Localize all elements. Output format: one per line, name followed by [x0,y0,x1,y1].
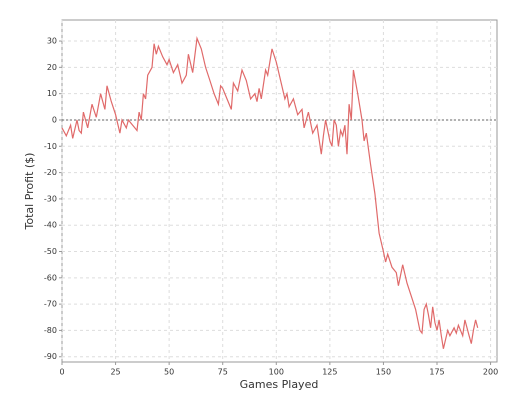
y-tick-label: -40 [44,221,57,230]
y-axis-title: Total Profit ($) [23,153,36,231]
y-tick-label: 0 [52,115,57,124]
data-line [61,36,479,349]
x-tick-label: 150 [376,368,391,377]
x-tick-label: 0 [59,368,64,377]
x-axis-title: Games Played [240,378,319,391]
x-tick-label: 125 [322,368,337,377]
x-tick-label: 50 [164,368,174,377]
y-tick-label: -20 [44,168,57,177]
x-tick-label: 175 [429,368,444,377]
y-tick-label: -60 [44,273,57,282]
y-tick-label: -10 [44,142,57,151]
x-tick-label: 25 [110,368,120,377]
y-tick-label: -70 [44,300,57,309]
y-tick-label: -80 [44,326,57,335]
x-tick-label: 200 [483,368,498,377]
y-tick-label: -90 [44,352,57,361]
y-tick-label: -50 [44,247,57,256]
x-tick-label: 75 [218,368,228,377]
x-tick-label: 100 [269,368,284,377]
y-tick-label: 30 [47,37,57,46]
y-tick-label: 10 [47,89,57,98]
y-tick-label: 20 [47,63,57,72]
y-tick-label: -30 [44,194,57,203]
